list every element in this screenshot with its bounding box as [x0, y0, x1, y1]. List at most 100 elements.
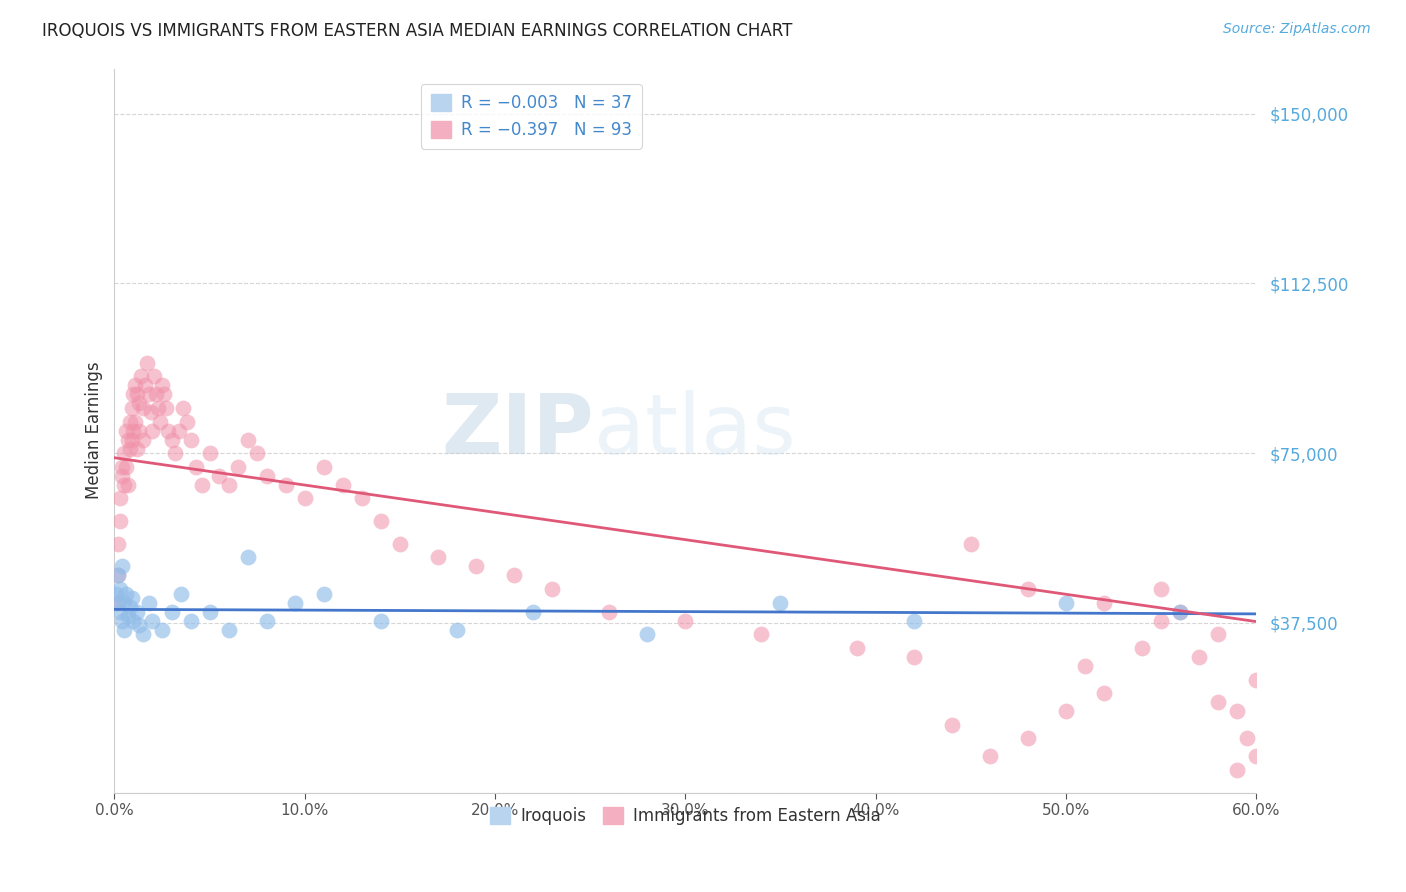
Point — [122, 424, 145, 438]
Point — [370, 614, 392, 628]
Point — [226, 459, 249, 474]
Point — [108, 491, 131, 506]
Point — [141, 424, 163, 438]
Point — [111, 559, 134, 574]
Point — [845, 640, 868, 655]
Point — [246, 446, 269, 460]
Point — [350, 491, 373, 506]
Point — [149, 415, 172, 429]
Point — [218, 623, 240, 637]
Point — [117, 478, 139, 492]
Point — [108, 514, 131, 528]
Point — [1206, 695, 1229, 709]
Point — [1244, 673, 1267, 687]
Point — [180, 433, 202, 447]
Point — [132, 433, 155, 447]
Point — [236, 550, 259, 565]
Point — [138, 387, 160, 401]
Point — [150, 378, 173, 392]
Point — [1236, 731, 1258, 746]
Point — [138, 596, 160, 610]
Point — [129, 369, 152, 384]
Point — [1074, 659, 1097, 673]
Point — [959, 537, 981, 551]
Point — [446, 623, 468, 637]
Point — [108, 605, 131, 619]
Point — [1244, 749, 1267, 764]
Point — [903, 649, 925, 664]
Point — [1168, 605, 1191, 619]
Point — [141, 614, 163, 628]
Point — [1206, 627, 1229, 641]
Point — [124, 415, 146, 429]
Point — [124, 378, 146, 392]
Y-axis label: Median Earnings: Median Earnings — [86, 362, 103, 500]
Point — [312, 459, 335, 474]
Point — [673, 614, 696, 628]
Point — [122, 387, 145, 401]
Point — [941, 718, 963, 732]
Point — [176, 415, 198, 429]
Point — [111, 459, 134, 474]
Point — [107, 596, 129, 610]
Point — [117, 433, 139, 447]
Point — [108, 582, 131, 596]
Text: atlas: atlas — [593, 390, 796, 471]
Point — [155, 401, 177, 415]
Point — [132, 627, 155, 641]
Point — [426, 550, 449, 565]
Point — [118, 442, 141, 456]
Point — [143, 369, 166, 384]
Point — [284, 596, 307, 610]
Point — [312, 586, 335, 600]
Point — [121, 401, 143, 415]
Point — [1150, 614, 1173, 628]
Point — [135, 356, 157, 370]
Point — [522, 605, 544, 619]
Point — [1226, 704, 1249, 718]
Point — [127, 442, 149, 456]
Point — [541, 582, 564, 596]
Point — [236, 433, 259, 447]
Point — [979, 749, 1001, 764]
Point — [198, 605, 221, 619]
Point — [139, 405, 162, 419]
Point — [107, 568, 129, 582]
Point — [751, 627, 773, 641]
Point — [172, 401, 194, 415]
Point — [218, 478, 240, 492]
Point — [370, 514, 392, 528]
Point — [1130, 640, 1153, 655]
Point — [132, 401, 155, 415]
Point — [148, 401, 170, 415]
Point — [636, 627, 658, 641]
Point — [208, 468, 231, 483]
Point — [167, 424, 190, 438]
Point — [1092, 686, 1115, 700]
Point — [170, 586, 193, 600]
Text: ZIP: ZIP — [441, 390, 593, 471]
Point — [111, 614, 134, 628]
Point — [134, 378, 156, 392]
Point — [112, 446, 135, 460]
Point — [128, 618, 150, 632]
Point — [1188, 649, 1211, 664]
Text: Source: ZipAtlas.com: Source: ZipAtlas.com — [1223, 22, 1371, 37]
Point — [903, 614, 925, 628]
Point — [128, 396, 150, 410]
Point — [388, 537, 411, 551]
Point — [160, 433, 183, 447]
Point — [165, 446, 187, 460]
Point — [274, 478, 297, 492]
Point — [1168, 605, 1191, 619]
Point — [1092, 596, 1115, 610]
Point — [150, 623, 173, 637]
Point — [198, 446, 221, 460]
Point — [117, 609, 139, 624]
Point — [121, 433, 143, 447]
Legend: Iroquois, Immigrants from Eastern Asia: Iroquois, Immigrants from Eastern Asia — [479, 797, 890, 835]
Point — [112, 478, 135, 492]
Point — [112, 623, 135, 637]
Point — [191, 478, 214, 492]
Point — [153, 387, 176, 401]
